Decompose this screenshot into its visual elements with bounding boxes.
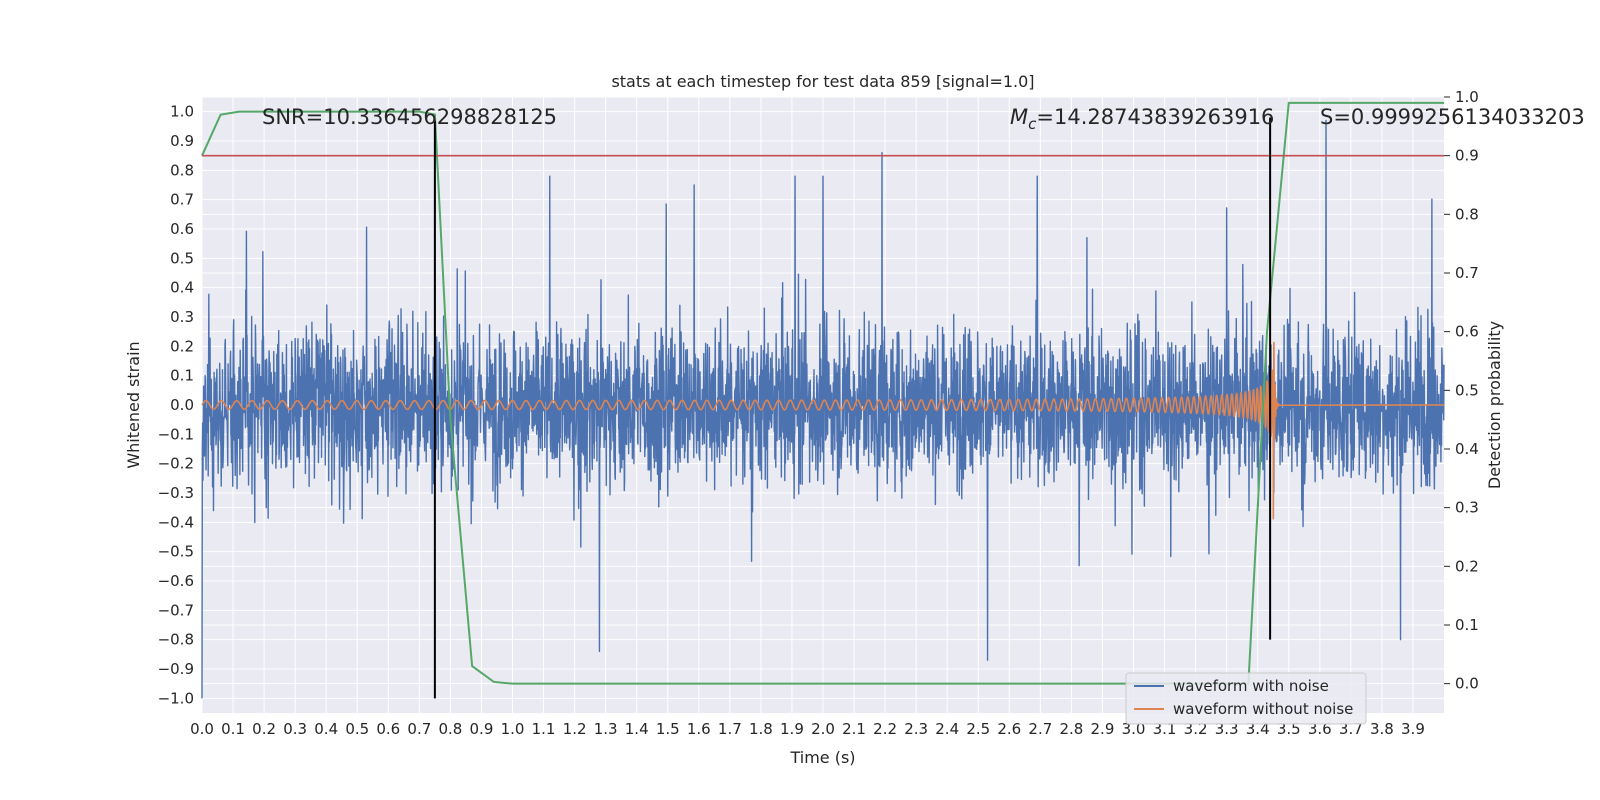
legend-box bbox=[1125, 672, 1367, 725]
x-tick-label: 0.6 bbox=[376, 720, 400, 738]
x-tick-label: 1.5 bbox=[656, 720, 680, 738]
y-tick-label: −0.1 bbox=[158, 425, 194, 443]
y2-tick-label: 0.1 bbox=[1455, 616, 1479, 634]
y2-axis-label: Detection probability bbox=[1485, 321, 1504, 489]
x-tick-label: 0.5 bbox=[345, 720, 369, 738]
y-tick-label: 0.5 bbox=[170, 249, 194, 267]
legend-label-clean: waveform without noise bbox=[1173, 700, 1353, 718]
x-tick-label: 0.1 bbox=[221, 720, 245, 738]
x-tick-label: 1.9 bbox=[780, 720, 804, 738]
x-tick-label: 1.8 bbox=[749, 720, 773, 738]
y-tick-label: 0.8 bbox=[170, 161, 194, 179]
y-tick-label: 0.9 bbox=[170, 132, 194, 150]
x-tick-label: 0.0 bbox=[190, 720, 214, 738]
x-tick-label: 2.0 bbox=[811, 720, 835, 738]
legend-label-noise: waveform with noise bbox=[1173, 677, 1329, 695]
x-tick-label: 1.2 bbox=[563, 720, 587, 738]
series-detection-probability bbox=[201, 101, 1444, 685]
y-tick-label: 0.1 bbox=[170, 367, 194, 385]
x-tick-label: 2.4 bbox=[935, 720, 959, 738]
y-tick-label: −0.3 bbox=[158, 484, 194, 502]
series-waveform-without-noise bbox=[201, 341, 1445, 520]
snr-annotation: SNR=10.336456298828125 bbox=[262, 105, 557, 129]
y2-tick-label: 0.9 bbox=[1455, 147, 1479, 165]
y-tick-label: 0.3 bbox=[170, 308, 194, 326]
y2-tick-label: 1.0 bbox=[1455, 88, 1479, 106]
legend: waveform with noise waveform without noi… bbox=[1125, 672, 1367, 725]
y-tick-label: 0.0 bbox=[170, 396, 194, 414]
x-tick-label: 1.1 bbox=[532, 720, 556, 738]
y2-tick-label: 0.7 bbox=[1455, 264, 1479, 282]
x-tick-label: 2.5 bbox=[966, 720, 990, 738]
y-tick-label: −0.9 bbox=[158, 660, 194, 678]
x-tick-label: 2.8 bbox=[1059, 720, 1083, 738]
y-tick-label: −0.5 bbox=[158, 543, 194, 561]
x-tick-label: 0.8 bbox=[438, 720, 462, 738]
y2-tick-label: 0.2 bbox=[1455, 557, 1479, 575]
y2-tick-label: 0.8 bbox=[1455, 205, 1479, 223]
chirp-mass-symbol: M bbox=[1010, 105, 1028, 129]
y2-tick-label: 0.0 bbox=[1455, 675, 1479, 693]
score-annotation: S=0.9999256134033203 bbox=[1320, 105, 1585, 129]
x-tick-label: 0.3 bbox=[283, 720, 307, 738]
chirp-mass-annotation: Mc=14.28743839263916 bbox=[1010, 105, 1274, 133]
y2-tick-label: 0.5 bbox=[1455, 381, 1479, 399]
x-tick-label: 0.2 bbox=[252, 720, 276, 738]
y-axis-label: Whitened strain bbox=[124, 341, 143, 468]
y-tick-label: −1.0 bbox=[158, 689, 194, 707]
noise-line bbox=[201, 119, 1445, 699]
x-axis-label: Time (s) bbox=[789, 748, 855, 767]
x-tick-label: 3.8 bbox=[1370, 720, 1394, 738]
y-tick-label: −0.8 bbox=[158, 631, 194, 649]
chart-title: stats at each timestep for test data 859… bbox=[611, 72, 1034, 91]
x-tick-label: 2.3 bbox=[904, 720, 928, 738]
y2-tick-label: 0.6 bbox=[1455, 323, 1479, 341]
y-tick-label: 0.4 bbox=[170, 279, 194, 297]
x-tick-label: 2.6 bbox=[997, 720, 1021, 738]
x-tick-label: 1.6 bbox=[687, 720, 711, 738]
x-tick-label: 0.4 bbox=[314, 720, 338, 738]
chirp-mass-value: =14.28743839263916 bbox=[1036, 105, 1274, 129]
x-tick-label: 1.4 bbox=[625, 720, 649, 738]
y-tick-label: 1.0 bbox=[170, 103, 194, 121]
y-tick-label: −0.2 bbox=[158, 455, 194, 473]
x-tick-label: 2.9 bbox=[1091, 720, 1115, 738]
x-tick-label: 1.7 bbox=[718, 720, 742, 738]
y2-tick-label: 0.4 bbox=[1455, 440, 1479, 458]
y2-tick-label: 0.3 bbox=[1455, 499, 1479, 517]
x-tick-label: 3.9 bbox=[1401, 720, 1425, 738]
x-tick-label: 0.9 bbox=[470, 720, 494, 738]
x-tick-label: 2.7 bbox=[1028, 720, 1052, 738]
chirp-line bbox=[201, 341, 1445, 520]
y-tick-label: −0.7 bbox=[158, 601, 194, 619]
probability-line bbox=[201, 101, 1444, 685]
y-tick-label: 0.2 bbox=[170, 337, 194, 355]
y-tick-label: −0.6 bbox=[158, 572, 194, 590]
y-tick-label: −0.4 bbox=[158, 513, 194, 531]
x-tick-label: 2.1 bbox=[842, 720, 866, 738]
x-tick-label: 0.7 bbox=[407, 720, 431, 738]
vertical-markers bbox=[433, 117, 1272, 699]
chirp-mass-subscript: c bbox=[1028, 115, 1037, 133]
y-tick-label: 0.6 bbox=[170, 220, 194, 238]
ticks: 0.0 0.1 0.2 0.3 0.4 0.5 0.6 0.7 0.8 0.9 1.0 1.1 1.2 1… bbox=[158, 88, 1479, 738]
x-tick-label: 1.3 bbox=[594, 720, 618, 738]
series-waveform-with-noise bbox=[201, 119, 1445, 699]
x-tick-label: 2.2 bbox=[873, 720, 897, 738]
x-tick-label: 1.0 bbox=[501, 720, 525, 738]
y-tick-label: 0.7 bbox=[170, 191, 194, 209]
